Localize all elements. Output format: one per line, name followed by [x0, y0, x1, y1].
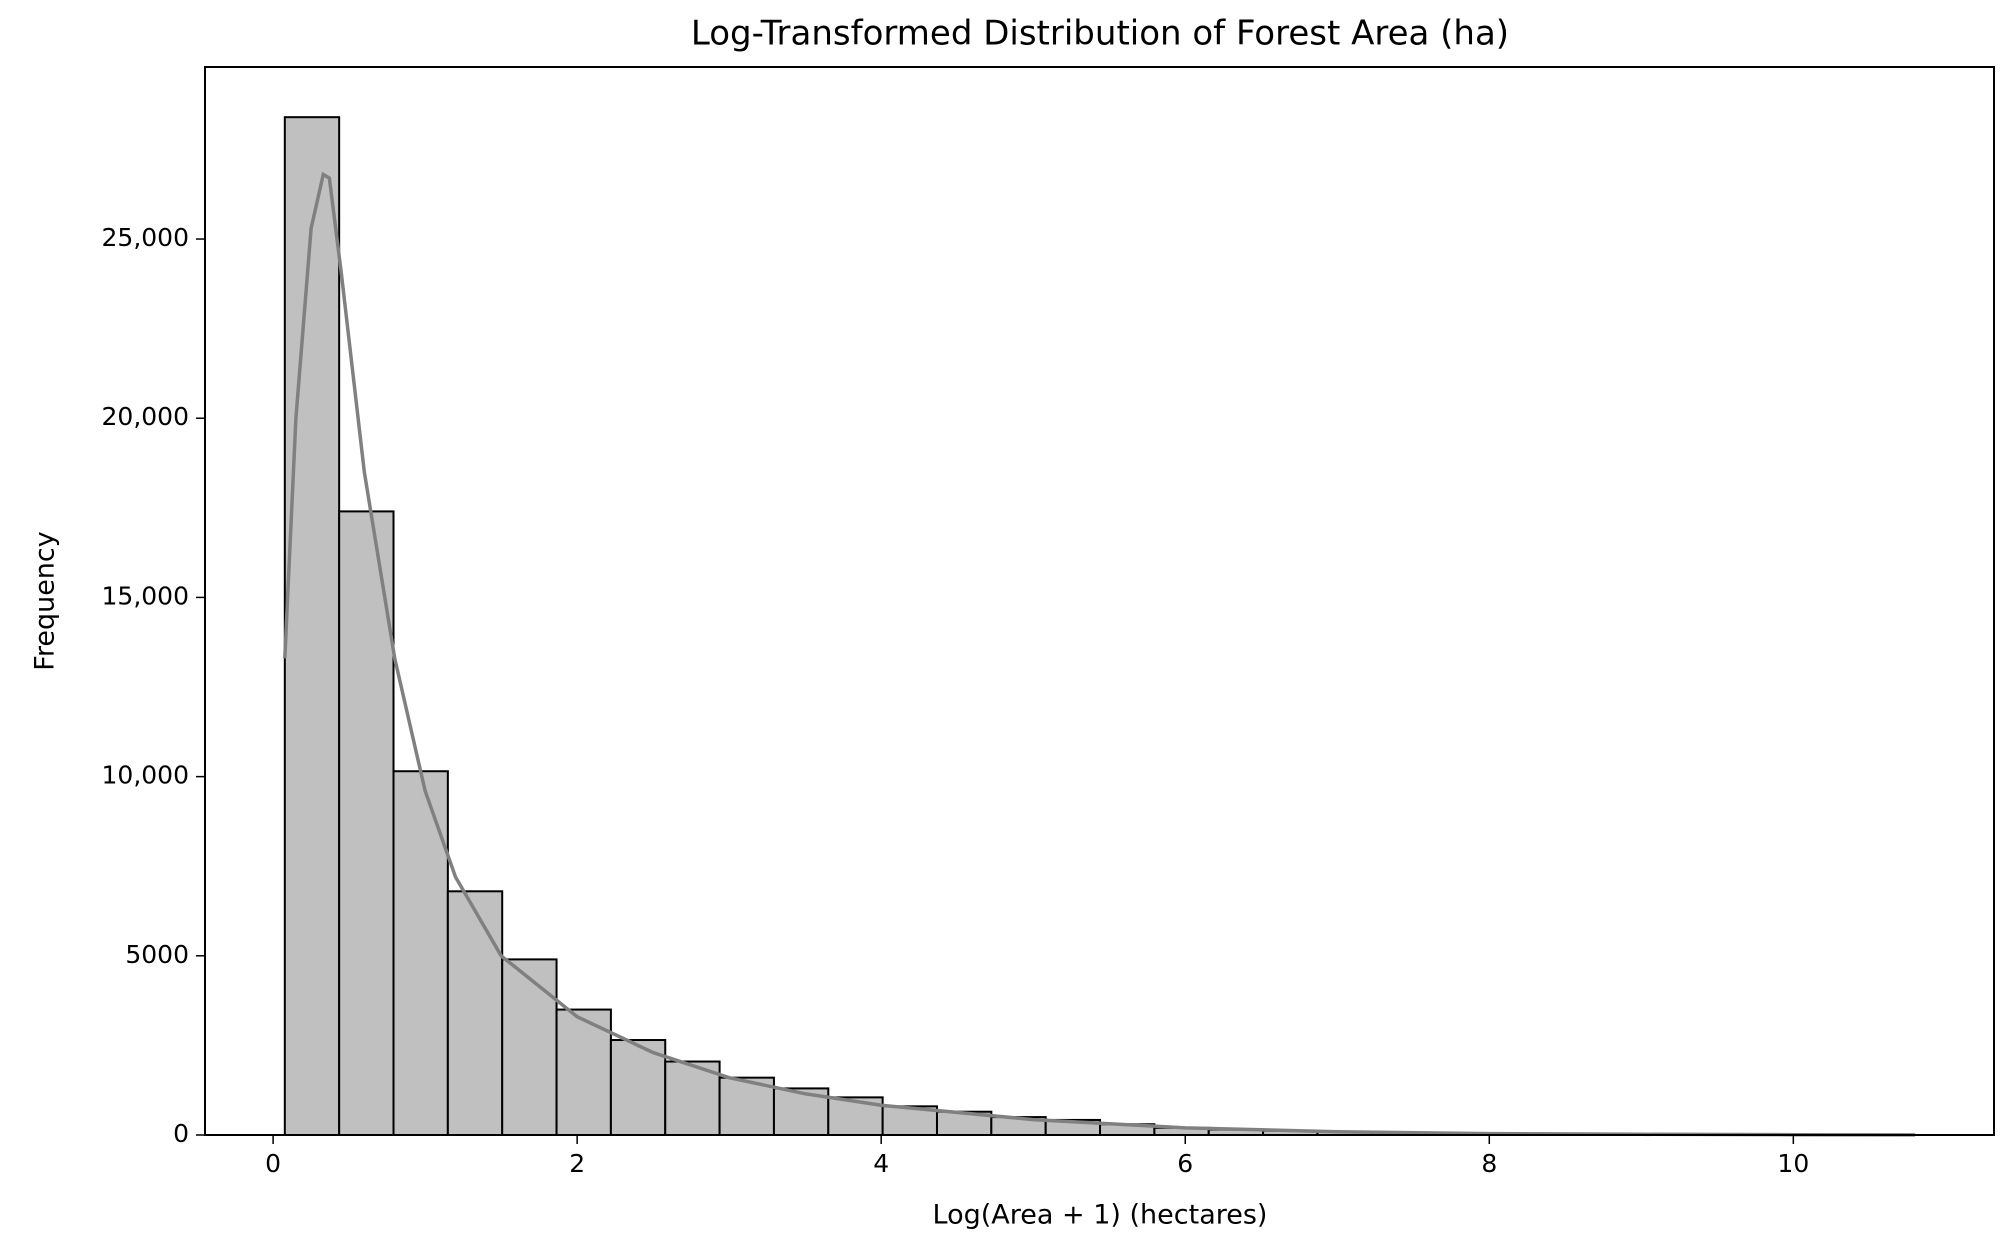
y-axis-label: Frequency	[30, 531, 61, 671]
y-tick-label: 10,000	[102, 761, 189, 790]
y-tick-label: 5000	[125, 940, 189, 969]
y-tick-label: 0	[173, 1119, 189, 1148]
bar	[338, 510, 395, 1136]
chart-title: Log-Transformed Distribution of Forest A…	[691, 14, 1509, 54]
x-tick-label: 8	[1481, 1149, 1497, 1178]
x-tick-label: 0	[265, 1149, 281, 1178]
bar	[501, 958, 558, 1137]
bar	[392, 770, 449, 1137]
kde-line	[283, 171, 1915, 1137]
y-tick-label: 25,000	[102, 223, 189, 252]
bar	[555, 1008, 612, 1137]
x-tick-label: 2	[569, 1149, 585, 1178]
bar	[283, 116, 341, 1136]
x-tick-label: 10	[1777, 1149, 1809, 1178]
x-tick-label: 6	[1177, 1149, 1193, 1178]
x-axis-label: Log(Area + 1) (hectares)	[933, 1200, 1268, 1231]
x-tick-label: 4	[873, 1149, 889, 1178]
bar	[446, 890, 504, 1136]
y-tick-label: 15,000	[102, 581, 189, 610]
y-tick-label: 20,000	[102, 402, 189, 431]
plot-frame	[204, 66, 1995, 1136]
